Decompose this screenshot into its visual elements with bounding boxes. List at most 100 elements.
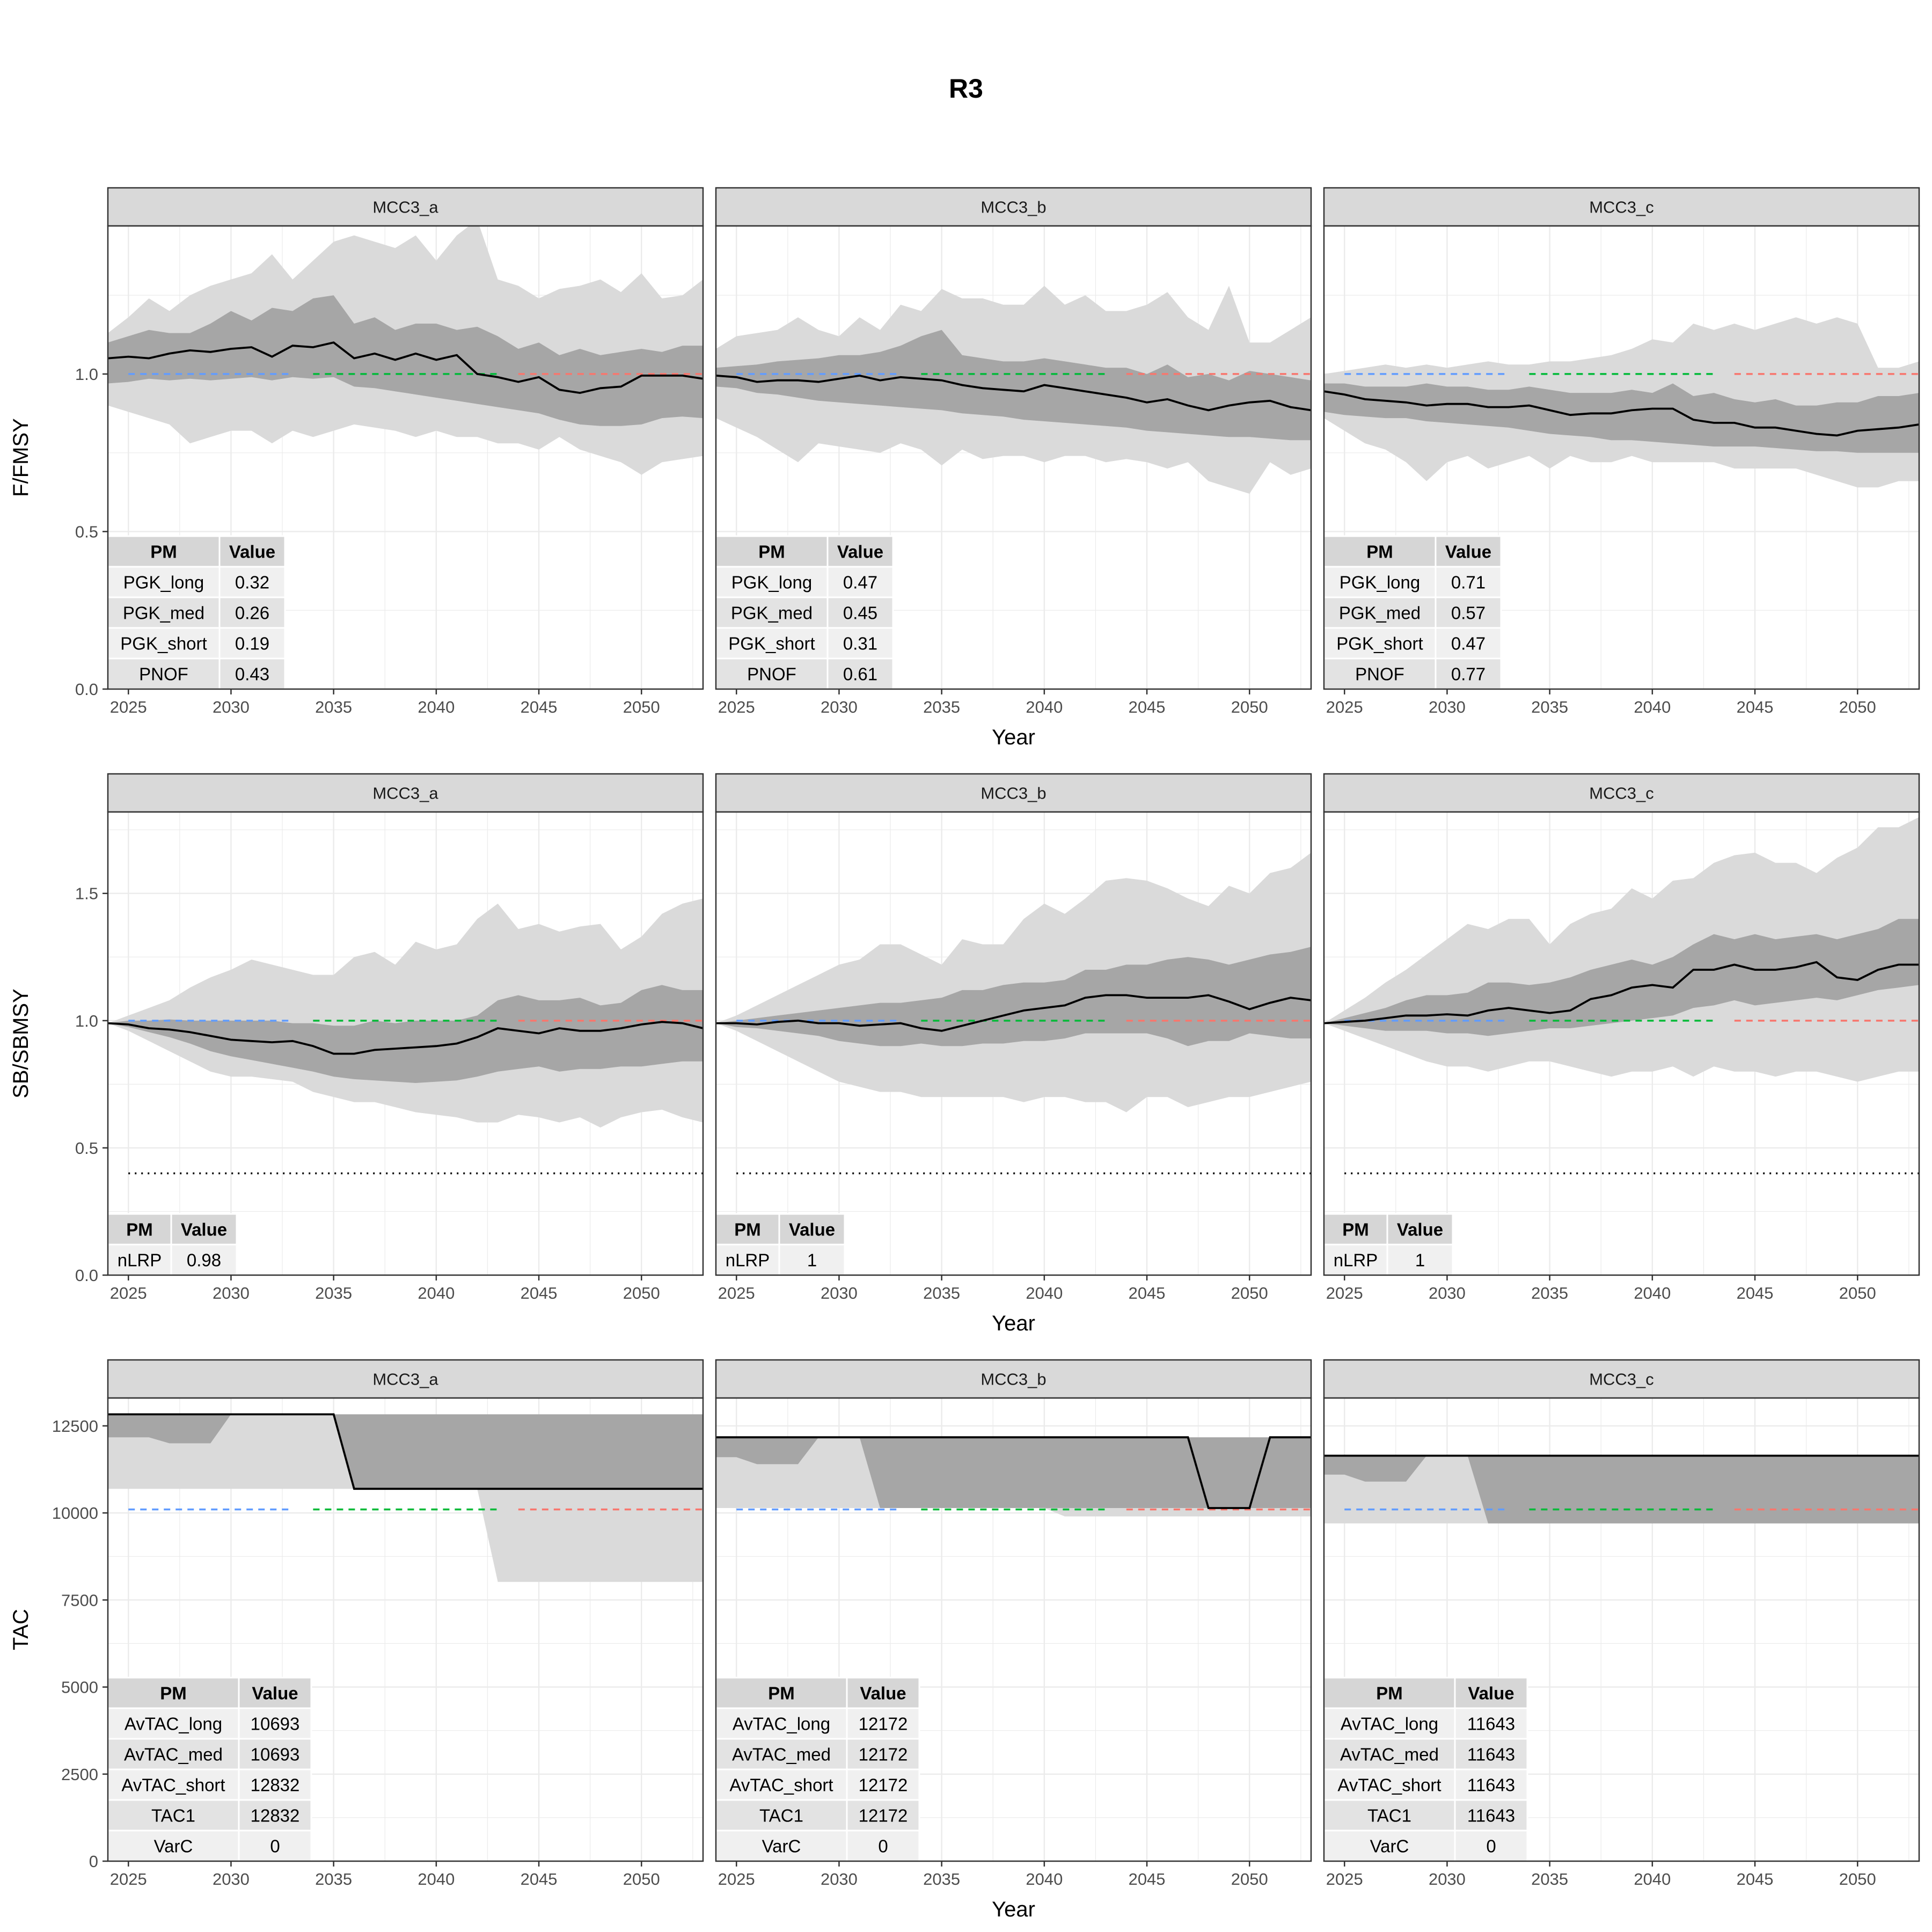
table-pm-name: PGK_short [728,634,815,654]
x-tick-label: 2040 [418,698,455,716]
panel-mcc3-a-3: MCC3_a PM Value AvTAC_long 10693 AvTAC_med 106… [9,1359,704,1889]
y-axis-title: TAC [9,1609,33,1650]
panel-border [1323,225,1920,690]
panel-mcc3-b-1: MCC3_b PM Value PGK_long 0.47 PGK_med 0.45 PGK_… [715,187,1312,749]
table-value: 0.77 [1451,664,1485,684]
axes: 2025 2030 2035 2040 2045 2050 0.0 0.5 1.0 F/FMSY [9,365,660,716]
x-tick-label: 2050 [1839,698,1876,716]
y-tick-label: 10000 [52,1504,98,1523]
table-pm-name: PGK_long [1340,573,1420,592]
table-cell [1435,627,1502,660]
x-tick-label: 2035 [923,1870,960,1889]
inner-ribbon [108,1414,703,1489]
axes: 2025 2030 2035 2040 2045 2050 [1326,1275,1876,1302]
table-cell [1454,1829,1528,1862]
table-pm-name: AvTAC_med [732,1745,831,1765]
panel-mcc3-a-2: MCC3_a PM Value nLRP 0.98 2025 2030 2035 2040 204… [9,773,704,1302]
table-cell [1323,596,1437,629]
axes: 2025 2030 2035 2040 2045 2050 [1326,689,1876,716]
x-tick-label: 2035 [315,1284,352,1302]
panel-mcc3-b-3: MCC3_b PM Value AvTAC_long 12172 AvTAC_med 121… [715,1359,1312,1921]
panel-border [715,225,1312,690]
table-value: 12832 [251,1775,300,1795]
table-cell [846,1738,920,1770]
table-header-cell [1454,1677,1528,1709]
table-header-pm: PM [1376,1684,1403,1703]
table-value: 11643 [1467,1806,1515,1826]
table-cell [826,627,894,660]
x-tick-label: 2035 [1531,1870,1568,1889]
table-cell [1323,566,1437,598]
table-value: 12172 [859,1775,908,1795]
table-header-pm: PM [734,1220,761,1240]
table-cell [826,596,894,629]
table-value: 0.61 [843,664,877,684]
x-tick-label: 2050 [623,698,660,716]
table-cell [238,1799,312,1832]
table-cell [1454,1707,1528,1740]
axes: 2025 2030 2035 2040 2045 2050 Year [718,1861,1268,1921]
x-tick-label: 2025 [718,698,755,716]
ribbons [108,1414,703,1582]
x-tick-label: 2025 [110,1284,147,1302]
table-cell [107,1243,172,1276]
table-value: 10693 [251,1714,300,1734]
x-tick-label: 2025 [718,1284,755,1302]
x-tick-label: 2030 [213,1870,250,1889]
y-tick-label: 0.5 [75,522,98,541]
facet-strip-label: MCC3_a [372,198,438,217]
table-pm-name: TAC1 [759,1806,803,1826]
table-header-pm: PM [126,1220,153,1240]
ribbons [1324,317,1919,488]
y-tick-label: 0.0 [75,1266,98,1285]
facet-panels: MCC3_a PM Value PGK_long 0.32 PGK_med 0.26 PGK_… [9,187,1920,1921]
table-header-cell [826,535,894,568]
table-value: 0.45 [843,603,877,623]
table-header-value: Value [181,1220,227,1240]
table-value: 0.71 [1451,573,1485,592]
table-pm-name: AvTAC_short [121,1775,225,1795]
median-line [1324,390,1919,437]
facet-strip [715,187,1312,227]
y-axis-title: SB/SBMSY [9,989,33,1099]
panel-border [1323,1397,1920,1862]
x-tick-label: 2045 [521,1284,558,1302]
x-tick-label: 2045 [521,1870,558,1889]
reference-lines [736,1020,1311,1175]
y-tick-label: 5000 [61,1678,98,1697]
y-tick-label: 0.0 [75,680,98,699]
x-tick-label: 2025 [1326,698,1363,716]
pm-table: PM Value PGK_long 0.71 PGK_med 0.57 PGK_short 0… [1323,535,1502,690]
median-line [108,1413,703,1490]
table-pm-name: TAC1 [151,1806,195,1826]
x-tick-label: 2050 [1231,1284,1268,1302]
table-cell [218,657,286,690]
table-cell [238,1738,312,1770]
table-value: 0.19 [235,634,269,654]
x-tick-label: 2035 [1531,1284,1568,1302]
facet-strip-label: MCC3_b [980,1370,1046,1389]
x-tick-label: 2050 [1231,698,1268,716]
table-value: 0 [878,1836,888,1856]
pm-table: PM Value AvTAC_long 10693 AvTAC_med 10693 AvTA… [107,1677,312,1862]
plot-title: R3 [949,74,983,104]
table-cell [238,1829,312,1862]
y-tick-label: 12500 [52,1417,98,1436]
table-pm-name: PGK_med [731,603,813,623]
table-cell [218,596,286,629]
x-tick-label: 2030 [1429,698,1466,716]
table-cell [846,1829,920,1862]
table-header-cell [1435,535,1502,568]
table-cell [1454,1768,1528,1801]
table-cell [1435,566,1502,598]
pm-table: PM Value PGK_long 0.32 PGK_med 0.26 PGK_short 0… [107,535,286,690]
axes: 2025 2030 2035 2040 2045 2050 Year [718,689,1268,749]
x-tick-label: 2050 [1839,1284,1876,1302]
x-tick-label: 2030 [213,698,250,716]
x-axis-title: Year [992,726,1035,749]
table-header-cell [107,535,221,568]
x-tick-label: 2030 [821,698,858,716]
x-axis-title: Year [992,1312,1035,1335]
axes: 2025 2030 2035 2040 2045 2050 0.0 0.5 1.0 1.5 SB/S… [9,884,660,1302]
pm-table: PM Value nLRP 1 [715,1213,846,1276]
